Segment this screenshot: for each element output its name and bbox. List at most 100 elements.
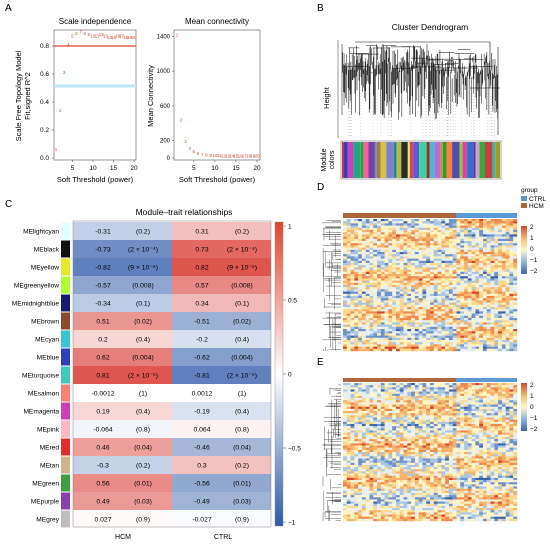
power-point: 1 [55,147,58,152]
module-color-segment [344,142,348,178]
p-value-label: (0.2) [136,463,150,470]
p-value-label: (0.01) [233,481,251,488]
scale-independence-ylabel-2: Fit,signed R^2 [23,72,32,120]
p-value-label: (2 × 10⁻⁵) [128,373,158,380]
correlation-label: -0.81 [194,373,210,380]
scale-tick: 2 [530,224,534,231]
module-name: MEblack [34,247,60,254]
heatmap-colorbar [274,221,284,527]
heatmap-e-group-bar-hcm [343,378,456,382]
correlation-label: -0.57 [95,283,111,290]
correlation-label: -0.064 [93,427,112,434]
p-value-label: (9 × 10⁻⁶) [128,265,158,272]
correlation-label: -0.027 [192,517,211,524]
power-point: 4 [67,42,70,47]
scale-tick: 1 [530,235,534,242]
module-name: MEgreenyellow [14,283,59,290]
correlation-label: 0.3 [197,463,207,470]
mean-connectivity-title: Mean connectivity [185,17,249,26]
p-value-label: (0.04) [233,445,251,452]
power-point: 14 [229,153,235,158]
colorbar-tick: 1 [288,224,292,231]
power-point: 9 [209,153,212,158]
heatmap-cell [73,402,172,420]
heatmap-cell [172,330,271,348]
legend-label-hcm: HCM [529,203,544,210]
y-tick-label: 0.0 [40,155,49,162]
module-name: MElightcyan [23,229,59,236]
p-value-label: (0.004) [132,355,154,362]
correlation-label: 0.2 [98,337,108,344]
p-value-label: (0.9) [235,517,249,524]
correlation-label: 0.73 [195,247,208,254]
power-point: 6 [75,31,78,36]
correlation-label: -0.49 [194,499,210,506]
module-color-segment [401,142,408,178]
correlation-label: 0.46 [96,445,109,452]
heatmap-cell [172,348,271,366]
heatmap-cell [73,294,172,312]
power-point: 19 [127,35,133,40]
correlation-label: 0.51 [96,319,109,326]
module-colors-label-2: colors [329,150,336,169]
p-value-label: (0.2) [235,229,249,236]
scale-independence-ylabel-1: Scale Free Topology Model [14,50,23,141]
module-color-swatch [61,294,70,312]
module-color-segment [419,142,427,178]
heatmap-cell [73,330,172,348]
dendrogram-title: Cluster Dendrogram [392,22,469,32]
power-point: 12 [99,32,105,37]
scale-tick: −2 [530,268,538,275]
power-point: 18 [123,35,129,40]
module-color-segment [446,142,453,178]
correlation-label: 0.82 [195,265,208,272]
heatmap-cell [172,492,271,510]
heatmap-d: group CTRL HCM 2 1 0 −1 −2 [322,187,546,352]
module-color-swatch [61,384,70,402]
power-point: 16 [238,154,244,159]
heatmap-title: Module–trait relationships [136,207,233,217]
module-name: MEred [40,445,60,452]
power-point: 1 [176,32,179,37]
power-point: 13 [103,34,109,39]
p-value-label: (2 × 10⁻⁴) [128,247,158,254]
y-tick-label: 0 [167,156,171,162]
module-trait-heatmap: Module–trait relationships MElightcyan -0… [12,207,301,541]
x-tick-label: 10 [89,165,97,172]
module-color-swatch [61,240,70,258]
module-name: MEcyan [35,337,59,344]
p-value-label: (2 × 10⁻⁵) [227,373,257,380]
power-point: 14 [107,35,113,40]
power-point: 19 [250,154,256,159]
correlation-label: 0.57 [195,283,208,290]
module-color-segment [347,142,354,178]
module-name: MEturquoise [22,373,59,380]
scale-independence-xlabel: Soft Threshold (power) [57,175,134,184]
power-point: 20 [254,154,260,159]
power-point: 10 [212,153,218,158]
x-tick-label: 15 [110,165,118,172]
heatmap-cell [73,384,172,402]
module-color-segment [485,142,493,178]
heatmap-cell [73,312,172,330]
x-tick-label: 5 [192,165,196,172]
heatmap-cell [73,456,172,474]
scale-independence-title: Scale independence [59,17,132,26]
scale-tick: 0 [530,246,534,253]
scale-tick: −1 [530,415,538,422]
power-point: 5 [193,149,196,154]
heatmap-cell [73,348,172,366]
heatmap-cell [73,420,172,438]
heatmap-d-row-dendrogram [322,220,341,351]
cluster-dendrogram: Cluster Dendrogram Height Module colors [321,22,502,180]
heatmap-cell [172,222,271,240]
module-color-swatch [61,402,70,420]
dendrogram-ylabel: Height [322,86,331,109]
colorbar-tick: 0 [288,372,292,379]
module-name: MEblue [37,355,60,362]
module-color-segment [495,142,500,178]
correlation-label: 0.027 [94,517,111,524]
y-tick-label: 1000 [157,69,171,75]
